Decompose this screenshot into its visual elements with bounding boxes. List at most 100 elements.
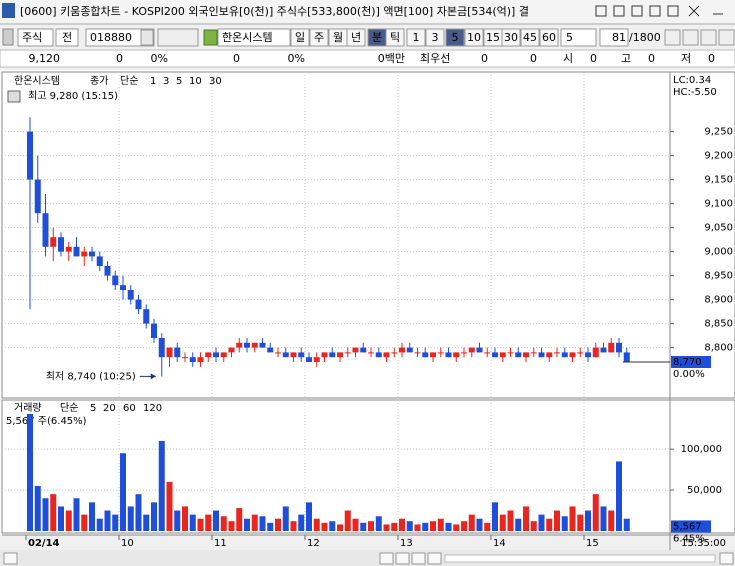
unit-label: 15	[486, 31, 500, 44]
info-cell: 0	[233, 52, 240, 65]
window-icon	[2, 3, 15, 18]
candle-body	[174, 347, 181, 358]
unit-button[interactable]	[520, 28, 540, 47]
count: 81	[612, 31, 626, 44]
unit-label: 5	[452, 31, 459, 44]
info-cell: 최우선	[420, 52, 450, 65]
button[interactable]	[631, 5, 643, 17]
scroll-button[interactable]	[379, 552, 394, 565]
candle-body	[81, 251, 88, 257]
y-tick-label: 9,200	[704, 151, 733, 162]
scroll-button[interactable]	[719, 552, 734, 565]
period-label: 틱	[390, 31, 400, 44]
volume-bar	[213, 510, 219, 531]
volume-bar	[127, 506, 134, 531]
code-input[interactable]	[85, 28, 155, 47]
volume-bar	[453, 524, 460, 531]
period-button[interactable]	[385, 28, 405, 47]
change: 0.00%	[673, 369, 705, 380]
volume-bar	[507, 510, 514, 531]
info-cell: 9,120	[29, 52, 61, 65]
tool-button[interactable]	[718, 29, 735, 46]
button[interactable]	[667, 5, 679, 17]
volume-bar	[600, 506, 607, 531]
chart-title: 한온시스템	[14, 75, 60, 87]
candle-body	[585, 352, 591, 358]
volume-bar	[399, 518, 405, 531]
tool-button[interactable]	[682, 29, 699, 46]
candle-body	[391, 352, 398, 354]
candle-body	[453, 352, 460, 358]
button[interactable]	[595, 5, 607, 17]
unit-button[interactable]	[425, 28, 445, 47]
scroll-button[interactable]	[3, 552, 18, 565]
volume-bar	[368, 521, 374, 531]
candle-body	[151, 323, 157, 338]
title-buttons[interactable]	[595, 5, 723, 17]
volume-bar	[120, 453, 126, 531]
unit-value: 5	[566, 31, 573, 44]
unit-button[interactable]	[501, 28, 521, 47]
unit-label: 30	[504, 31, 518, 44]
volume-bar	[197, 518, 204, 531]
price-panel	[1, 71, 735, 399]
dropdown[interactable]	[140, 29, 154, 46]
candle-body	[236, 342, 243, 348]
unit-button[interactable]	[539, 28, 559, 47]
volume-bar	[530, 521, 537, 531]
period-button[interactable]	[309, 28, 329, 47]
y-tick-label: 100,000	[681, 444, 722, 455]
scroll-button[interactable]	[395, 552, 410, 565]
candle-body	[623, 352, 630, 362]
unit-button[interactable]	[445, 28, 465, 47]
candle-body	[337, 352, 343, 358]
prev-select[interactable]	[55, 28, 79, 47]
period-button[interactable]	[346, 28, 366, 47]
high-label: 최고 9,280 (15:15)	[28, 90, 118, 102]
scroll-track[interactable]	[444, 554, 716, 563]
candle-body	[298, 352, 305, 358]
volume-panel	[1, 399, 735, 534]
market-select[interactable]	[17, 28, 54, 47]
x-tick-label: 02/14	[28, 538, 60, 549]
lc-label: LC:0.34	[673, 75, 711, 86]
button[interactable]	[649, 5, 661, 17]
candle-body	[554, 352, 560, 354]
volume-bar	[437, 518, 444, 531]
period-button[interactable]	[290, 28, 310, 47]
unit-label: 60	[542, 31, 556, 44]
volume-bar	[515, 518, 522, 531]
volume-bar	[174, 510, 181, 531]
volume-bar	[96, 518, 103, 531]
unit-label: 45	[523, 31, 537, 44]
volume-bar	[220, 516, 227, 531]
info-cell: 0	[481, 52, 488, 65]
legend-item: 10	[189, 76, 202, 87]
info-row	[0, 49, 735, 68]
volume-bar	[608, 510, 615, 531]
volume-bar	[81, 514, 88, 531]
volume-bar	[306, 502, 312, 531]
y-tick-label: 8,850	[704, 319, 733, 330]
scroll-button[interactable]	[427, 552, 442, 565]
button[interactable]	[613, 5, 625, 17]
tool-button[interactable]	[664, 29, 681, 46]
stock-name: 한온시스템	[222, 31, 273, 44]
low-label: 최저 8,740 (10:25)	[46, 370, 136, 382]
volume-bar	[298, 514, 305, 531]
candle-body	[368, 352, 374, 354]
unit-select[interactable]	[560, 28, 597, 47]
y-tick-label: 8,800	[704, 343, 733, 354]
count-input[interactable]	[599, 28, 629, 47]
volume-bar	[104, 510, 111, 531]
volume-bar	[561, 516, 568, 531]
tool-button[interactable]	[700, 29, 717, 46]
legend-item: 단순	[120, 75, 138, 87]
button[interactable]	[688, 5, 700, 17]
unit-button[interactable]	[464, 28, 484, 47]
scroll-button[interactable]	[411, 552, 426, 565]
candle-body	[228, 347, 235, 353]
candle-body	[592, 347, 599, 358]
nav-buttons[interactable]	[157, 28, 199, 47]
unit-button[interactable]	[406, 28, 426, 47]
